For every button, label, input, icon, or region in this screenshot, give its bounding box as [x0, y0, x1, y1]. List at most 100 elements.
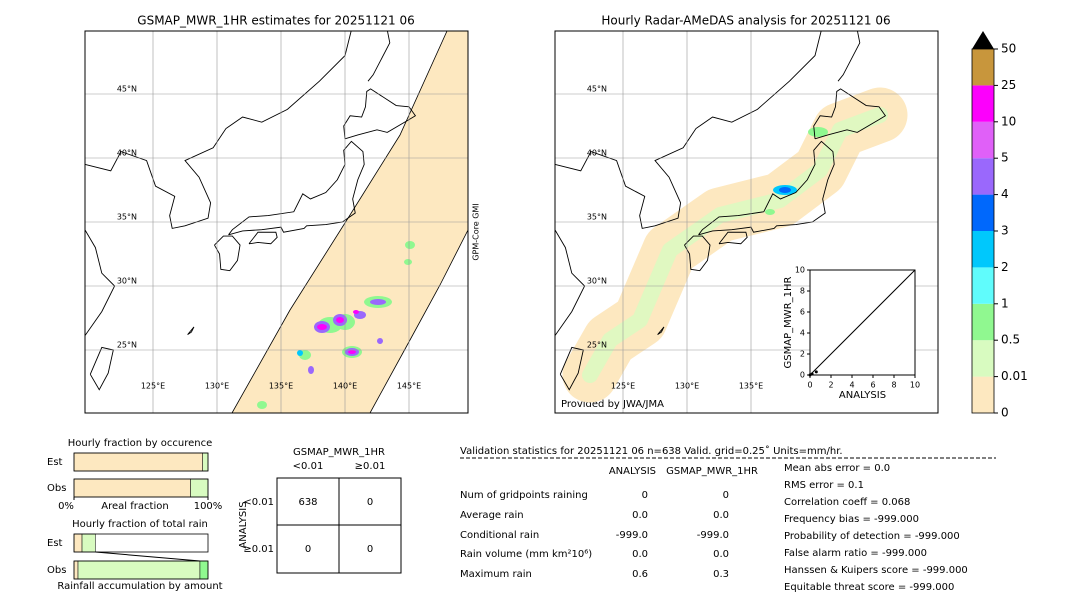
column-header: ≥0.01: [355, 461, 386, 472]
bar-segment: [73, 533, 83, 553]
rain-area: [353, 310, 359, 314]
coastline: [555, 31, 822, 229]
lat-label: 30°N: [587, 277, 607, 286]
y-tick-label: 6: [800, 308, 805, 317]
coastline: [555, 229, 586, 337]
rain-area: [765, 209, 775, 215]
x-tick-label: 0%: [58, 501, 74, 512]
y-tick-label: 2: [800, 350, 805, 359]
score: Hanssen & Kuipers score = -999.000: [784, 565, 968, 576]
axis-label: Rainfall accumulation by amount: [57, 581, 222, 592]
map-title: GSMAP_MWR_1HR estimates for 20251121 06: [137, 14, 414, 28]
colorbar-label: 5: [1001, 151, 1009, 165]
score: Mean abs error = 0.0: [784, 463, 890, 474]
colorbar-cell: [972, 85, 994, 122]
stats-header: Validation statistics for 20251121 06 n=…: [460, 445, 843, 457]
coastline: [684, 235, 711, 272]
map-content: [85, 31, 468, 413]
colorbar-label: 25: [1001, 78, 1016, 92]
colorbar-label: 3: [1001, 224, 1009, 238]
lon-label: 125°E: [611, 382, 635, 391]
lat-label: 25°N: [587, 341, 607, 350]
coastline: [85, 229, 116, 337]
rain-area: [317, 324, 327, 330]
column-header: <0.01: [293, 461, 324, 472]
lon-label: 125°E: [141, 382, 165, 391]
coastline: [85, 31, 352, 229]
coastline: [718, 231, 748, 245]
colorbar-label: 1: [1001, 296, 1009, 310]
row-axis-label: ANALYSIS: [238, 501, 249, 548]
coastline: [214, 235, 241, 272]
colorbar-cell: [972, 121, 994, 159]
connector: [95, 551, 201, 562]
bar-segment: [190, 478, 209, 498]
rain-area: [404, 259, 412, 265]
map-panel: 45°N 40°N 35°N 30°N 25°N 125°E 130°E 135°E 140°E…: [84, 30, 469, 414]
x-tick-label: 0: [807, 381, 812, 390]
point: [810, 372, 814, 376]
colorbar-label: 4: [1001, 187, 1009, 201]
colorbar-cell: [972, 267, 994, 304]
coastline: [657, 326, 665, 336]
x-tick-label: 100%: [194, 501, 223, 512]
score: RMS error = 0.1: [784, 480, 864, 491]
column-header: ANALYSIS: [609, 466, 656, 477]
rain-area: [582, 107, 888, 383]
colorbar-cell: [972, 158, 994, 195]
lon-label: 130°E: [205, 382, 229, 391]
colorbar-cell: [972, 194, 994, 231]
lat-label: 45°N: [117, 85, 137, 94]
lat-label: 35°N: [587, 213, 607, 222]
score: Correlation coeff = 0.068: [784, 497, 910, 508]
bar-segment: [202, 452, 209, 472]
rain-area: [257, 401, 267, 409]
coastline: [813, 88, 887, 140]
swath-label: GPM-Core GMI: [472, 203, 481, 260]
colorbar-cell: [972, 231, 994, 268]
bar-frame: [73, 533, 209, 553]
stat-value: 0.3: [713, 569, 729, 580]
y-tick-label: 0: [800, 371, 805, 380]
lat-label: 40°N: [117, 149, 137, 158]
axis-label: Areal fraction: [101, 501, 168, 512]
stat-name: Conditional rain: [460, 530, 539, 541]
colorbar-cell: [972, 340, 994, 377]
x-tick-label: 6: [870, 381, 875, 390]
bar-frame: [73, 478, 209, 498]
colorbar-label: 10: [1001, 114, 1016, 128]
rain-area: [779, 187, 791, 193]
lon-label: 130°E: [675, 382, 699, 391]
table-cell: 0: [305, 544, 311, 555]
map-frame: [84, 30, 469, 414]
score: Frequency bias = -999.000: [784, 514, 919, 525]
table-cell: 0: [367, 544, 373, 555]
coastline: [559, 346, 584, 391]
lat-label: 25°N: [117, 341, 137, 350]
colorbar-cell: [972, 49, 994, 86]
row-header: ≥0.01: [243, 544, 274, 555]
map-frame: [554, 30, 939, 414]
y-tick-label: 8: [800, 287, 805, 296]
score: Probability of detection = -999.000: [784, 531, 960, 542]
lat-label: 45°N: [587, 85, 607, 94]
colorbar-label: 50: [1001, 42, 1016, 56]
panel-title: Hourly fraction by occurence: [68, 438, 212, 449]
bar-segment: [73, 452, 203, 472]
coastline: [343, 88, 417, 140]
panel-title: Hourly fraction of total rain: [72, 519, 208, 530]
rain-area: [405, 241, 415, 249]
lon-label: 135°E: [269, 382, 293, 391]
bar-segment: [199, 560, 209, 580]
row-label: Obs: [47, 565, 66, 576]
map-title: Hourly Radar-AMeDAS analysis for 2025112…: [601, 14, 890, 28]
row-label: Est: [47, 538, 63, 549]
x-tick-label: 2: [828, 381, 833, 390]
colorbar-label: 2: [1001, 260, 1009, 274]
bar-segment: [81, 533, 96, 553]
stat-value: -999.0: [697, 530, 729, 541]
x-tick-label: 8: [891, 381, 896, 390]
stat-name: Rain volume (mm km²10⁶): [460, 549, 592, 560]
score: Equitable threat score = -999.000: [784, 582, 954, 593]
y-tick-label: 4: [800, 329, 805, 338]
